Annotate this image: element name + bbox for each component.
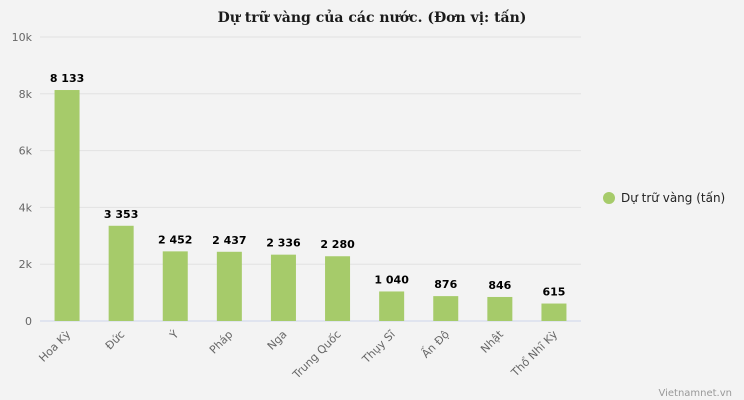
y-tick-label: 2k	[19, 258, 33, 271]
data-label: 2 280	[320, 238, 355, 251]
y-tick-label: 8k	[19, 88, 33, 101]
bar[interactable]	[108, 225, 134, 321]
x-tick-label: Đức	[103, 328, 127, 352]
data-label: 846	[488, 279, 511, 292]
x-tick-label: Thổ Nhĩ Kỳ	[508, 328, 560, 380]
x-tick-label: Trung Quốc	[290, 328, 344, 382]
data-label: 2 336	[266, 237, 301, 250]
x-tick-label: Hoa Kỳ	[36, 328, 73, 365]
data-label: 3 353	[104, 208, 138, 221]
data-labels: 8 133 3 353 2 452 2 437 2 336 2 280 1 040 876 84…	[50, 72, 566, 299]
bar[interactable]	[270, 254, 296, 321]
data-label: 1 040	[374, 273, 409, 286]
y-tick-label: 0	[25, 315, 32, 328]
chart-title: Dự trữ vàng của các nước. (Đơn vị: tấn)	[218, 8, 527, 26]
bar[interactable]	[162, 251, 188, 321]
x-tick-label: Pháp	[207, 328, 236, 357]
legend-swatch-icon	[603, 192, 615, 204]
x-tick-label: Nga	[265, 328, 290, 353]
y-tick-label: 6k	[19, 145, 33, 158]
y-tick-label: 10k	[12, 31, 33, 44]
legend-label: Dự trữ vàng (tấn)	[621, 191, 725, 205]
bar[interactable]	[325, 256, 351, 321]
data-label: 876	[434, 278, 457, 291]
legend[interactable]: Dự trữ vàng (tấn)	[603, 191, 725, 205]
y-tick-label: 4k	[19, 201, 33, 214]
bar[interactable]	[216, 251, 242, 321]
bars	[54, 90, 567, 321]
data-label: 2 452	[158, 233, 192, 246]
data-label: 615	[542, 286, 565, 299]
x-tick-label: Nhật	[478, 327, 506, 355]
x-tick-label: Ấn Độ	[418, 327, 452, 361]
y-axis-ticks: 0 2k 4k 6k 8k 10k	[12, 31, 33, 328]
data-label: 8 133	[50, 72, 84, 85]
credit-text: Vietnamnet.vn	[658, 388, 732, 399]
x-tick-label: Ý	[167, 328, 182, 343]
bar[interactable]	[54, 90, 80, 321]
bar[interactable]	[487, 296, 513, 321]
bar[interactable]	[433, 296, 459, 321]
bar[interactable]	[541, 303, 567, 321]
data-label: 2 437	[212, 234, 246, 247]
bar[interactable]	[379, 291, 405, 321]
x-tick-label: Thụy Sĩ	[359, 327, 398, 366]
x-axis-ticks: Hoa Kỳ Đức Ý Pháp Nga Trung Quốc Thụy Sĩ Ấn Độ N…	[36, 327, 560, 382]
